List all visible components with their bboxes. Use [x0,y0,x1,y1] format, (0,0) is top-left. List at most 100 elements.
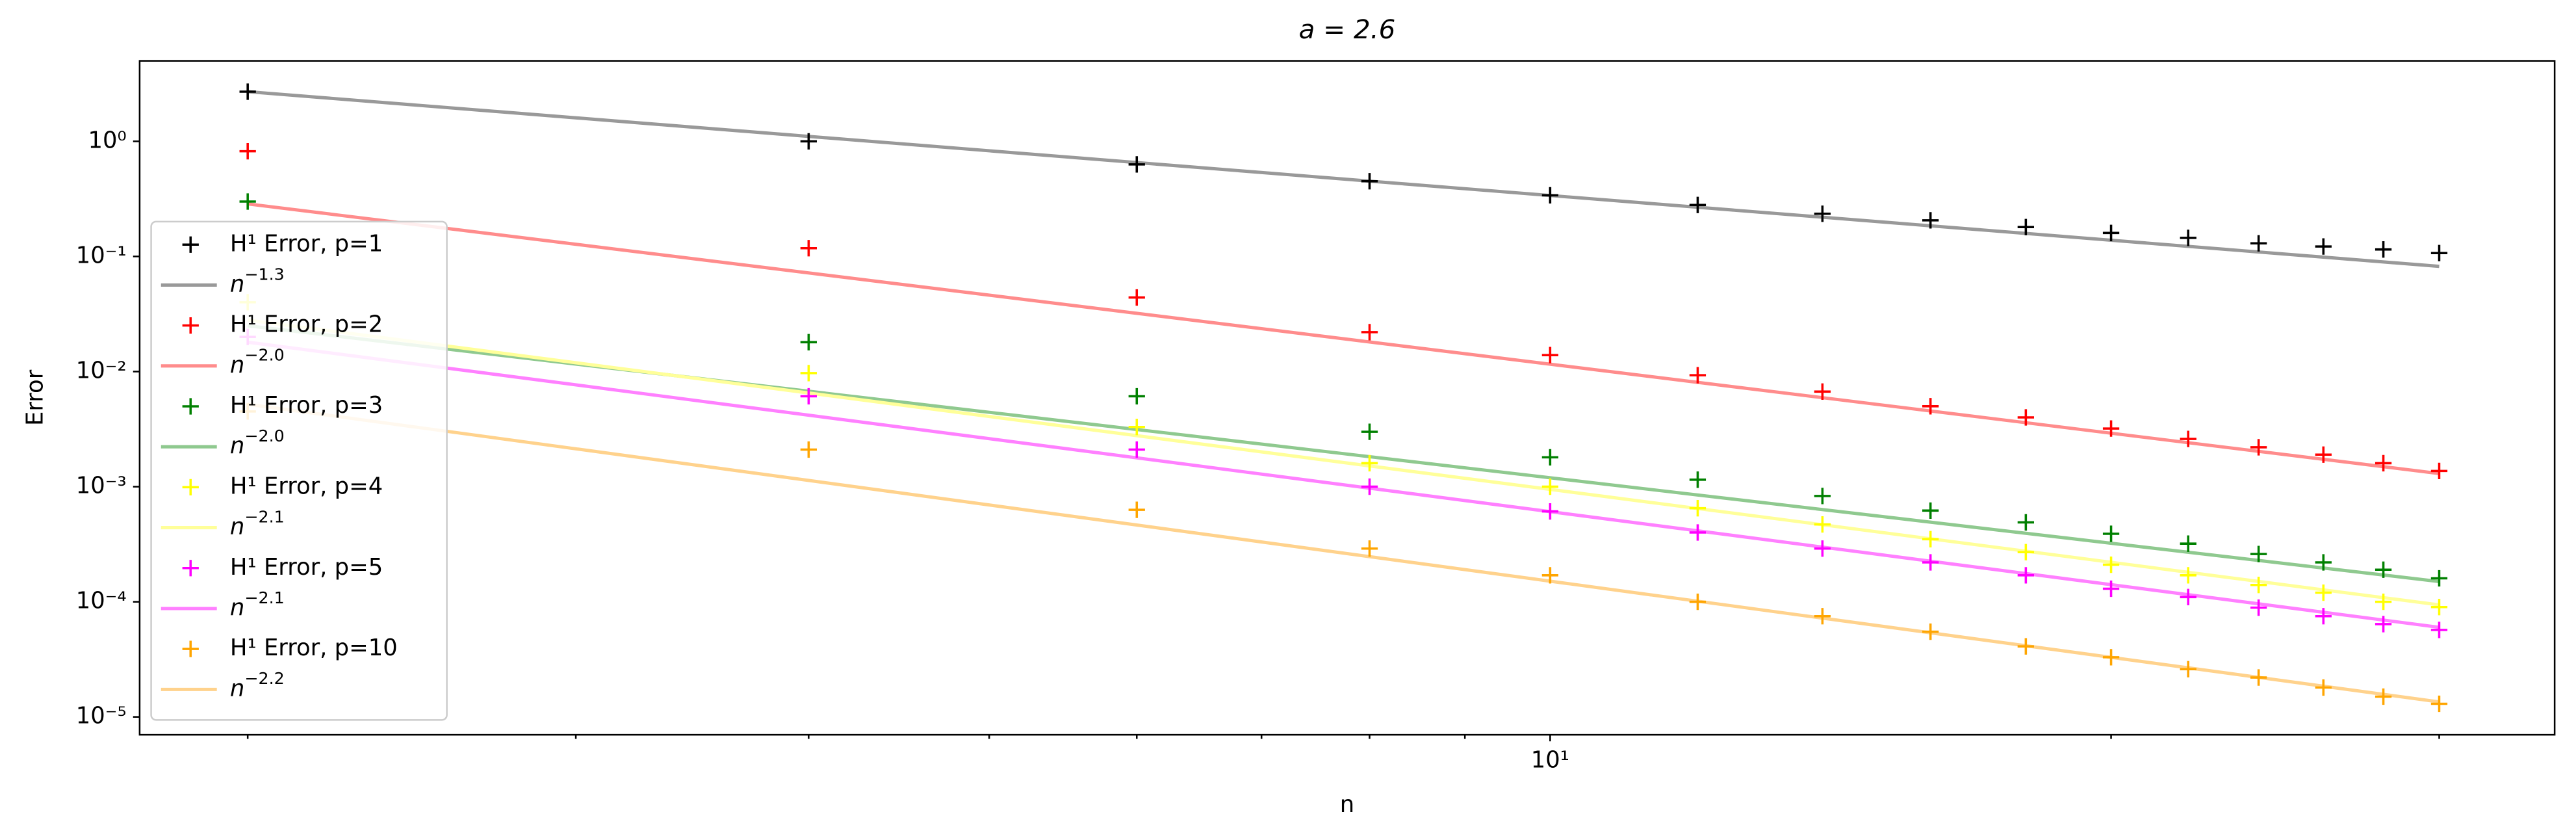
legend-label: n−2.0 [230,346,285,378]
data-marker [1689,593,1707,610]
data-marker [2017,409,2034,426]
legend-exponent: −2.0 [244,427,284,445]
legend-name: n [230,594,244,621]
data-marker [2017,638,2034,655]
plot-frame [138,60,2556,736]
legend-exponent: −2.2 [244,669,284,688]
data-marker [2430,599,2448,616]
data-marker [2180,661,2196,677]
data-marker [2017,544,2034,560]
data-marker [2102,420,2120,437]
legend-name: n [230,514,244,540]
legend-label: H¹ Error, p=1 [230,230,383,257]
data-marker [1541,187,1559,203]
data-marker [1361,173,1378,190]
data-marker [800,334,817,350]
data-marker [2430,570,2448,587]
legend-name: H¹ Error, p=5 [230,554,383,581]
data-marker [2102,224,2120,241]
data-marker [1541,347,1559,363]
data-marker [2180,230,2196,246]
data-marker [2250,439,2267,456]
data-marker [1922,531,1939,547]
fit-line [247,90,2440,269]
data-marker [2375,241,2392,258]
chart-title: a = 2.6 [1299,14,1396,45]
data-marker [2102,580,2120,597]
data-marker [1361,324,1378,341]
data-marker [2250,235,2267,252]
legend-label: n−2.1 [230,507,285,540]
legend-box [150,220,448,721]
legend-marker [182,398,199,415]
legend-name: H¹ Error, p=1 [230,230,383,257]
legend-name: H¹ Error, p=10 [230,635,398,661]
legend-label: H¹ Error, p=3 [230,392,383,419]
y-tick-label: 10⁻³ [76,473,127,499]
data-marker [2375,593,2392,610]
legend-marker [182,317,199,334]
data-marker [1541,503,1559,520]
legend-name: n [230,675,244,702]
data-marker [2375,616,2392,633]
data-marker [239,143,256,160]
data-marker [1922,554,1939,571]
data-marker [2250,669,2267,686]
data-marker [1689,524,1707,541]
legend-marker [182,236,199,253]
data-marker [1361,540,1378,557]
legend-label: H¹ Error, p=10 [230,635,398,661]
data-marker [2375,454,2392,472]
data-marker [2102,525,2120,542]
data-marker [2250,545,2267,562]
data-marker [1689,471,1707,488]
legend-name: n [230,352,244,378]
data-marker [2430,462,2448,480]
data-marker [2017,218,2034,235]
fit-line [247,402,2440,704]
data-marker [239,193,256,210]
data-marker [800,365,817,382]
data-marker [2375,688,2392,705]
data-marker [2102,649,2120,666]
data-marker [2315,584,2332,601]
data-marker [2180,567,2196,584]
data-marker [1128,387,1145,405]
data-marker [1689,500,1707,517]
data-marker [1689,196,1707,213]
data-marker [1361,478,1378,495]
data-marker [1922,502,1939,519]
legend-marker [182,560,199,577]
legend-exponent: −2.0 [244,346,284,365]
y-tick-label: 10⁻¹ [76,242,127,269]
data-marker [2315,238,2332,255]
data-marker [1128,501,1145,518]
fit-line [247,318,2440,607]
x-axis-label: n [1340,791,1354,818]
y-axis-label: Error [22,369,49,426]
data-marker [800,441,817,458]
data-marker [2430,622,2448,638]
legend-marker [182,479,199,496]
data-marker [2180,430,2196,447]
data-marker [800,387,817,405]
data-marker [1361,423,1378,440]
data-marker [1814,488,1831,505]
data-marker [1128,419,1145,436]
data-marker [1541,449,1559,466]
data-marker [2430,695,2448,713]
legend-exponent: −2.1 [244,588,284,607]
data-marker [2180,588,2196,605]
data-marker [2315,446,2332,463]
legend-exponent: −1.3 [244,265,284,283]
legend-name: H¹ Error, p=3 [230,392,383,419]
data-marker [2017,567,2034,584]
y-tick-label: 10⁻⁵ [76,703,127,729]
legend-marker [182,640,199,657]
legend-name: H¹ Error, p=2 [230,311,383,338]
data-marker [2180,535,2196,552]
legend-name: n [230,432,244,459]
legend-label: n−2.0 [230,427,285,459]
x-tick-label: 10¹ [1531,747,1569,774]
